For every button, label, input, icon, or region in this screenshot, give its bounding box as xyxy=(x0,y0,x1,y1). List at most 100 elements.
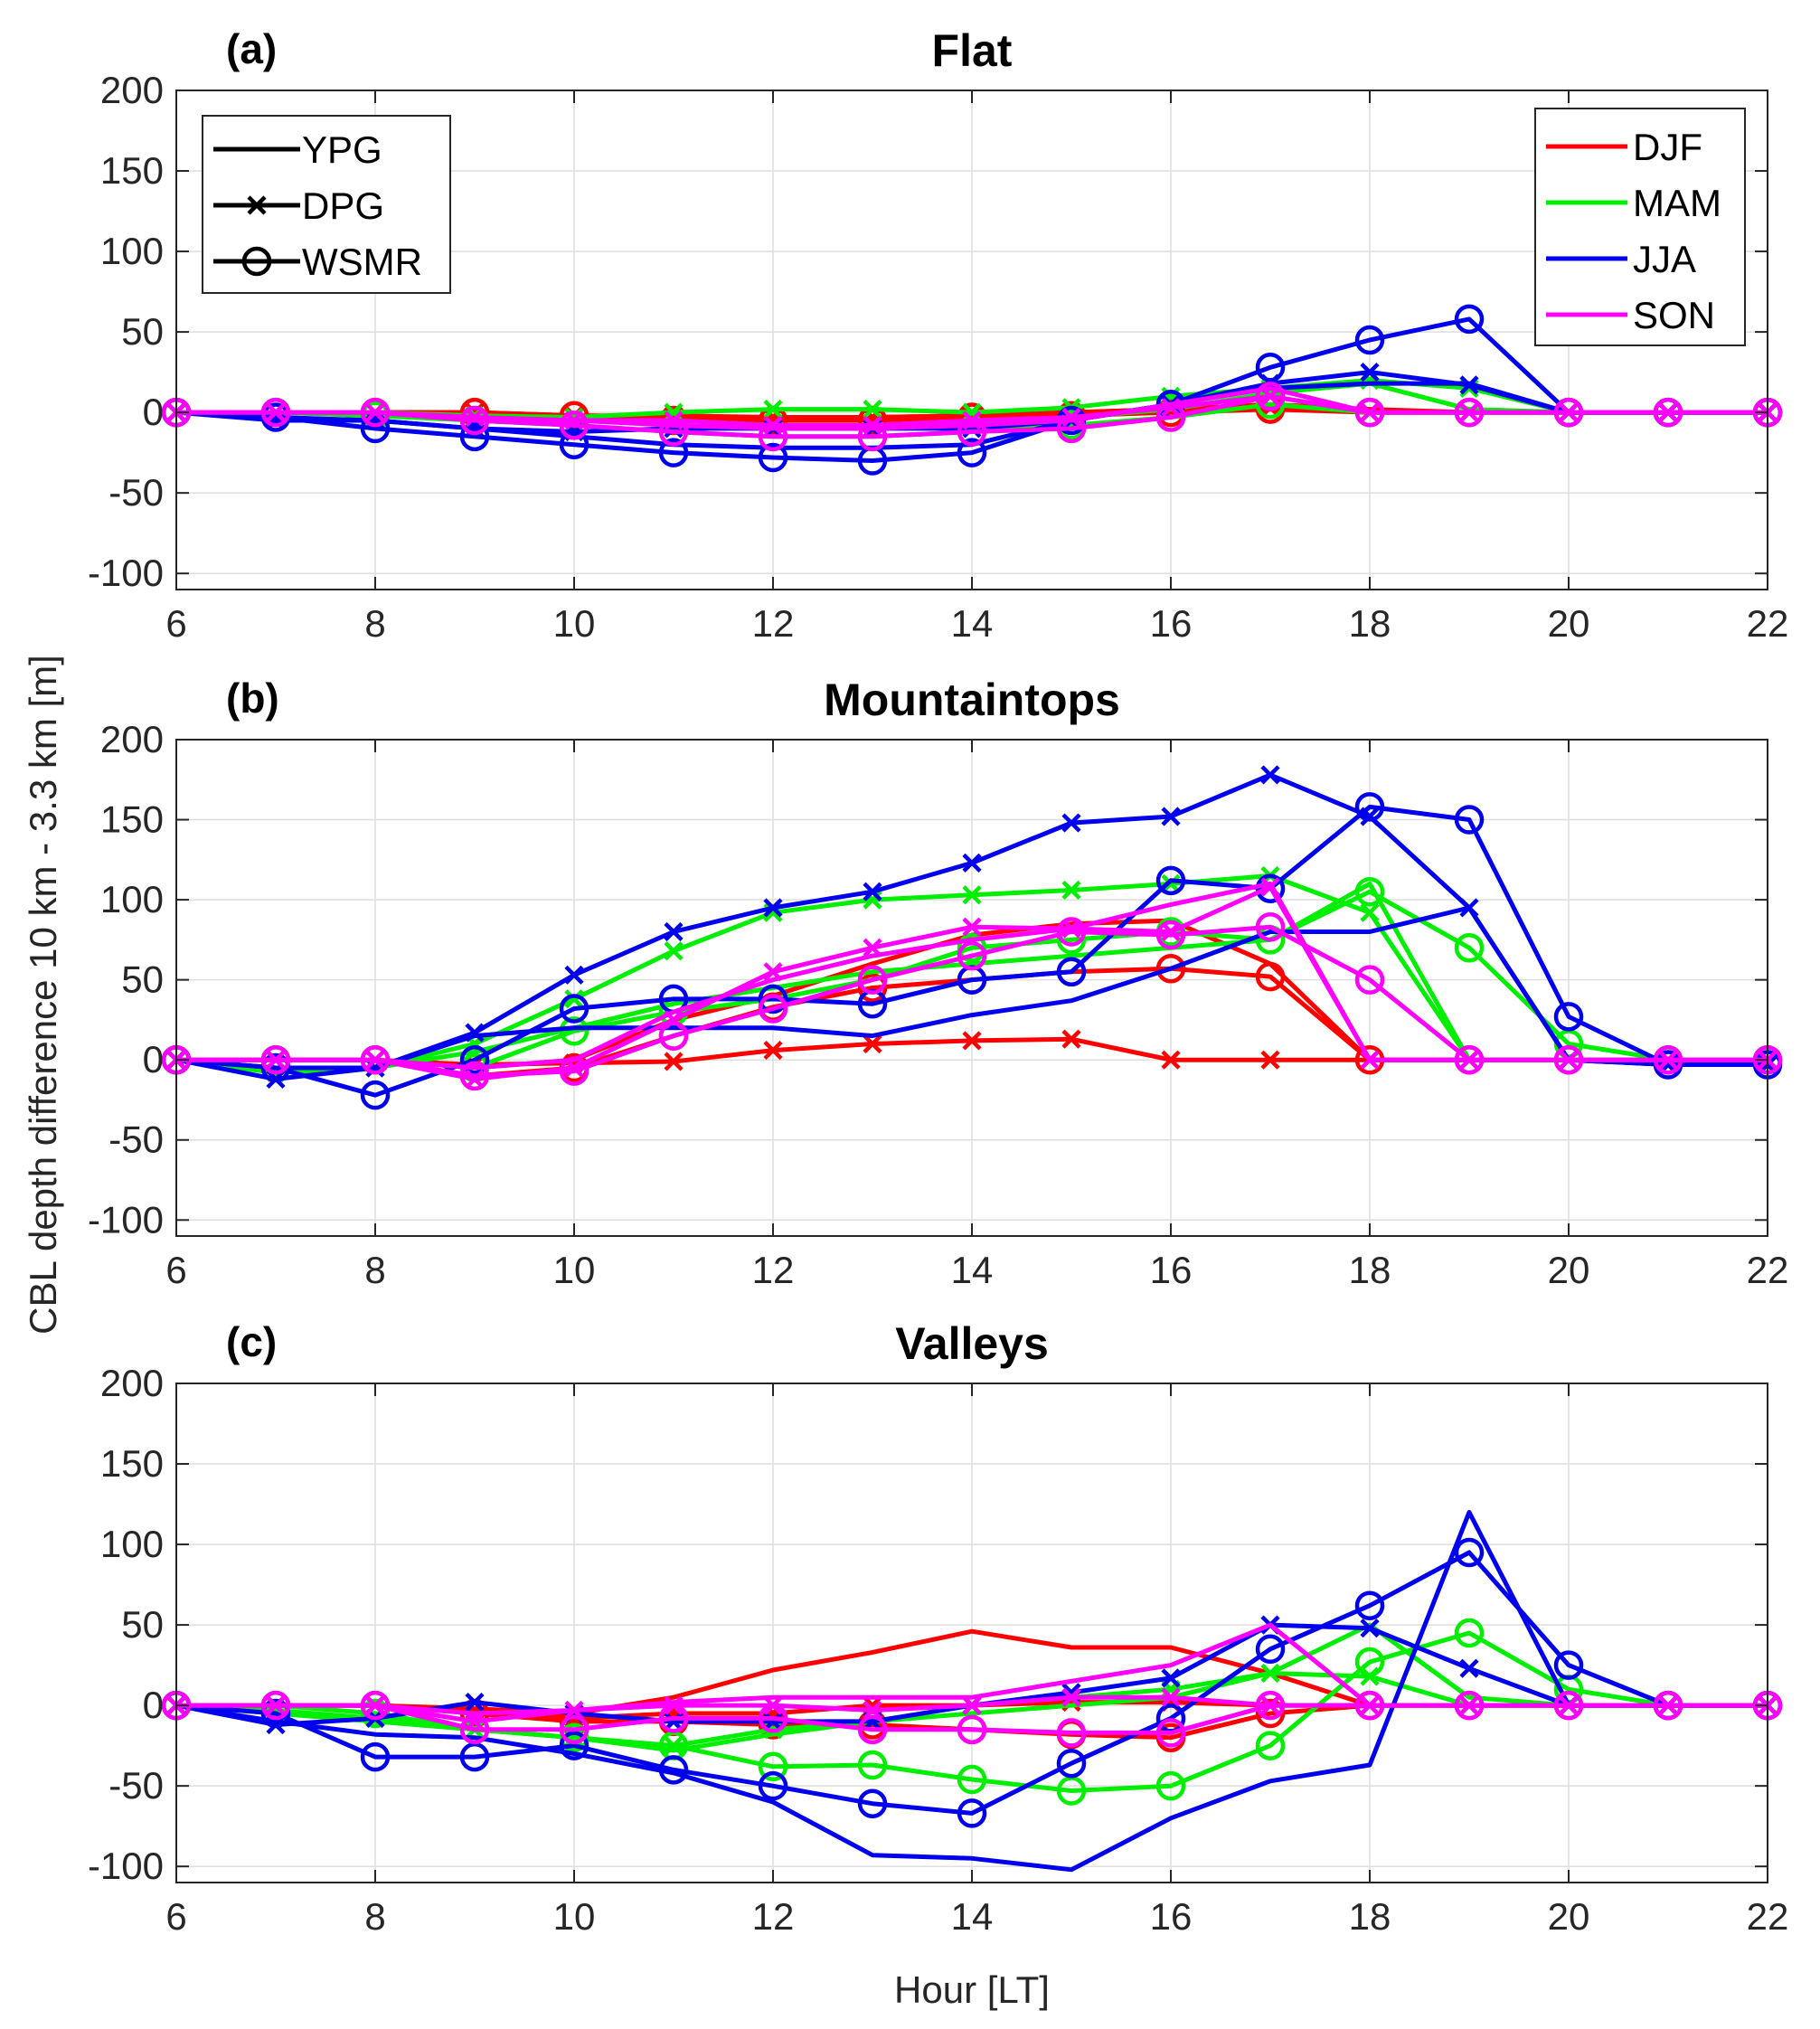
marker-circle xyxy=(957,1764,987,1795)
marker-x xyxy=(1260,1050,1280,1070)
x-axis-label: Hour [LT] xyxy=(894,1968,1050,2011)
marker-circle xyxy=(758,1770,788,1801)
marker-circle xyxy=(1255,961,1286,992)
x-tick-label: 22 xyxy=(1747,1895,1789,1938)
marker-x xyxy=(1260,765,1280,785)
legend-marker-x xyxy=(247,195,267,215)
x-tick-label: 14 xyxy=(951,602,994,645)
marker-circle xyxy=(1155,953,1186,984)
marker-circle xyxy=(1056,413,1087,444)
marker-circle xyxy=(1056,1748,1087,1779)
marker-circle xyxy=(658,1703,689,1733)
y-tick-label: 150 xyxy=(100,1442,164,1485)
marker-circle xyxy=(857,965,888,995)
marker-circle xyxy=(1653,1690,1683,1721)
marker-circle xyxy=(260,1690,291,1721)
y-tick-label: 0 xyxy=(143,391,164,433)
marker-circle xyxy=(559,1731,589,1760)
x-tick-label: 20 xyxy=(1548,602,1590,645)
marker-circle xyxy=(1553,1690,1584,1721)
marker-circle xyxy=(957,932,987,963)
legend-season-label: DJF xyxy=(1633,126,1702,168)
panel-title: Mountaintops xyxy=(824,675,1120,725)
marker-circle xyxy=(857,973,888,1003)
marker-circle xyxy=(1255,911,1286,942)
marker-circle xyxy=(1155,865,1186,896)
marker-circle xyxy=(1553,397,1584,428)
marker-x xyxy=(1161,921,1181,942)
y-tick-label: -100 xyxy=(88,1845,164,1887)
legend-site-label: DPG xyxy=(302,184,384,227)
legend-season-label: SON xyxy=(1633,294,1715,336)
x-tick-label: 22 xyxy=(1747,1249,1789,1291)
marker-circle xyxy=(1056,1718,1087,1748)
marker-circle xyxy=(758,994,788,1024)
marker-circle xyxy=(1155,1770,1186,1801)
marker-x xyxy=(1161,1687,1181,1707)
marker-circle xyxy=(260,1052,291,1083)
marker-x xyxy=(1360,1050,1380,1070)
marker-circle xyxy=(1155,920,1186,950)
y-tick-label: 50 xyxy=(121,310,164,353)
marker-x xyxy=(564,965,584,985)
y-tick-label: 0 xyxy=(143,1038,164,1081)
marker-x xyxy=(1360,1618,1380,1638)
marker-circle xyxy=(459,1044,490,1075)
y-tick-label: -100 xyxy=(88,552,164,594)
marker-circle xyxy=(957,940,987,971)
y-tick-label: 200 xyxy=(100,69,164,111)
marker-circle xyxy=(1255,1690,1286,1721)
marker-x xyxy=(962,885,982,905)
marker-x xyxy=(1459,375,1479,395)
marker-x xyxy=(1161,807,1181,826)
marker-circle xyxy=(360,1044,391,1075)
marker-circle xyxy=(1454,1690,1485,1721)
legend-site-label: YPG xyxy=(302,128,382,171)
y-tick-label: 50 xyxy=(121,958,164,1001)
panel-2: 6 8 10 12 14 16 18 20 22 -100 -50 0 50 100 150 200 Mount… xyxy=(88,675,1788,1291)
marker-circle xyxy=(260,1698,291,1729)
marker-circle xyxy=(1354,1690,1385,1721)
marker-circle xyxy=(1454,1618,1485,1648)
marker-x xyxy=(962,853,982,873)
marker-x xyxy=(1161,398,1181,418)
marker-circle xyxy=(360,1741,391,1772)
marker-x xyxy=(1459,898,1479,918)
x-tick-label: 8 xyxy=(364,602,385,645)
marker-x xyxy=(1260,1663,1280,1684)
marker-circle xyxy=(1553,1044,1584,1075)
marker-circle xyxy=(1354,792,1385,822)
x-tick-label: 6 xyxy=(165,1895,186,1938)
marker-x xyxy=(1061,1687,1081,1707)
marker-circle xyxy=(758,421,788,452)
marker-circle xyxy=(658,438,689,467)
marker-circle xyxy=(758,984,788,1014)
marker-circle xyxy=(1354,325,1385,355)
legend-season-label: JJA xyxy=(1633,238,1696,280)
x-tick-label: 20 xyxy=(1548,1249,1590,1291)
marker-circle xyxy=(1354,1647,1385,1677)
marker-circle xyxy=(1354,397,1385,428)
marker-x xyxy=(962,917,982,937)
marker-x xyxy=(1061,813,1081,833)
x-tick-label: 14 xyxy=(951,1895,994,1938)
x-tick-label: 18 xyxy=(1349,1249,1391,1291)
y-tick-label: -50 xyxy=(108,1118,164,1161)
legend-sites: YPG DPG WSMR xyxy=(202,115,451,294)
series-line-jja-ypg xyxy=(175,1510,1768,1873)
marker-circle xyxy=(957,438,987,467)
y-tick-label: 50 xyxy=(121,1603,164,1646)
marker-circle xyxy=(1454,1537,1485,1568)
marker-circle xyxy=(459,421,490,452)
marker-x xyxy=(1061,1029,1081,1049)
legend-season-label: MAM xyxy=(1633,182,1721,224)
x-tick-label: 10 xyxy=(553,1249,596,1291)
marker-circle xyxy=(559,994,589,1024)
x-tick-label: 20 xyxy=(1548,1895,1590,1938)
marker-circle xyxy=(1255,1634,1286,1665)
legend-site-label: WSMR xyxy=(302,241,422,283)
x-tick-label: 12 xyxy=(752,1895,795,1938)
panel-label: (b) xyxy=(226,675,279,722)
marker-circle xyxy=(758,1751,788,1782)
